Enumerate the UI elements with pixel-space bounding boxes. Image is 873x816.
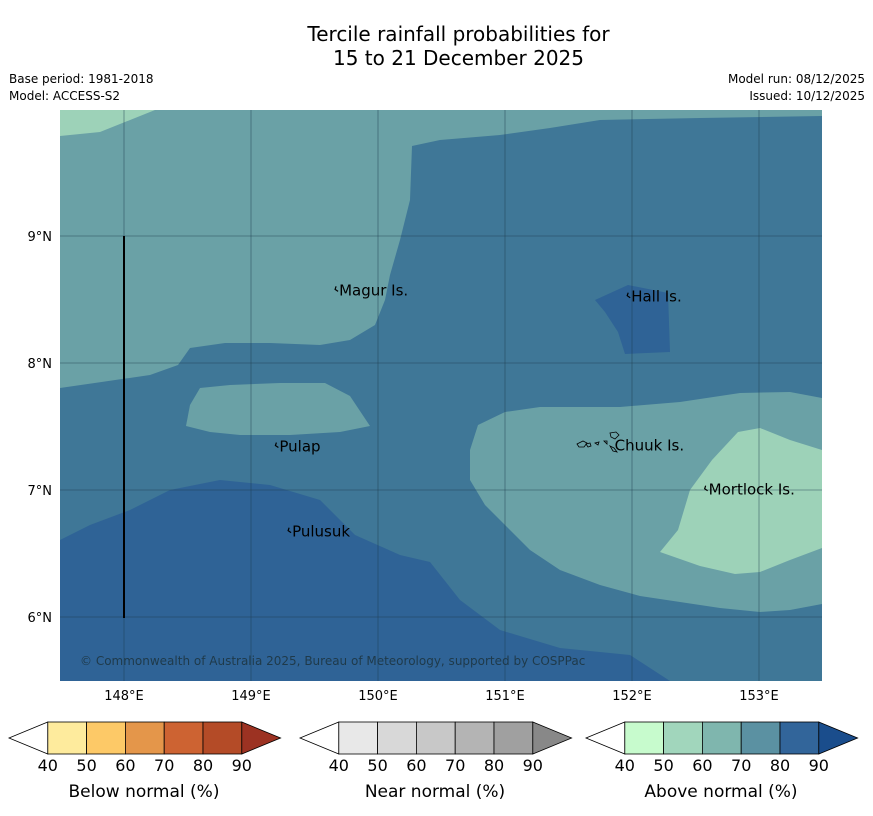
island-marker bbox=[334, 286, 339, 292]
colorbar-tick-label: 40 bbox=[615, 756, 635, 775]
region-70-80-northwest bbox=[60, 110, 822, 388]
colorbar-segment bbox=[663, 721, 703, 755]
colorbar-extension-high bbox=[241, 721, 282, 755]
colorbar-tick-label: 90 bbox=[809, 756, 829, 775]
map-plot-area: Magur Is. Hall Is. Pulap Chuuk Is. Mortlock … bbox=[60, 110, 822, 681]
colorbar-tick-label: 60 bbox=[692, 756, 712, 775]
region-50-60-mortlock bbox=[660, 428, 822, 574]
colorbar-segment bbox=[702, 721, 742, 755]
island-marker bbox=[703, 485, 708, 492]
place-markers bbox=[274, 286, 708, 534]
chuuk-islands-shape bbox=[576, 431, 620, 453]
model-run: Model run: 08/12/2025 bbox=[727, 72, 865, 86]
colorbar-tick-label: 70 bbox=[731, 756, 751, 775]
colorbar-segment bbox=[493, 721, 534, 755]
colorbar-segment bbox=[779, 721, 820, 755]
island-marker bbox=[274, 442, 279, 449]
lon-tick-label: 148°E bbox=[104, 689, 144, 704]
gridlines bbox=[60, 110, 822, 681]
meta-right: Model run: 08/12/2025 Issued: 10/12/2025 bbox=[728, 71, 865, 105]
place-label: Pulusuk bbox=[292, 523, 350, 541]
colorbar-tick-label: 40 bbox=[329, 756, 349, 775]
colorbar: 40 50 60 70 80 90 Above normal (%) bbox=[584, 721, 859, 802]
colorbar-segment bbox=[163, 721, 204, 755]
latitude-tick-labels: 9°N 8°N 7°N 6°N bbox=[28, 230, 53, 626]
title-line-1: Tercile rainfall probabilities for bbox=[307, 22, 610, 46]
colorbar-tick-label: 50 bbox=[76, 756, 96, 775]
island-marker bbox=[626, 292, 631, 299]
lat-tick-label: 8°N bbox=[28, 357, 53, 372]
longitude-tick-labels: 148°E 149°E 150°E 151°E 152°E 153°E bbox=[104, 689, 779, 704]
colorbar-title: Near normal (%) bbox=[365, 782, 505, 802]
colorbar-segment bbox=[125, 721, 165, 755]
colorbar-segment bbox=[454, 721, 495, 755]
place-labels: Magur Is. Hall Is. Pulap Chuuk Is. Mortlock … bbox=[279, 281, 794, 540]
colorbar: 40 50 60 70 80 90 Near normal (%) bbox=[298, 721, 573, 802]
place-label: Chuuk Is. bbox=[615, 436, 684, 454]
lon-tick-label: 150°E bbox=[358, 689, 398, 704]
region-70-80-pulap bbox=[186, 383, 370, 435]
place-label: Mortlock Is. bbox=[709, 481, 795, 499]
place-label: Magur Is. bbox=[339, 281, 408, 299]
base-period: Base period: 1981-2018 bbox=[9, 72, 154, 86]
lon-tick-label: 152°E bbox=[612, 689, 652, 704]
lat-tick-label: 7°N bbox=[28, 484, 53, 499]
issued-date: Issued: 10/12/2025 bbox=[749, 89, 865, 103]
colorbar-tick-label: 70 bbox=[154, 756, 174, 775]
colorbar-segment bbox=[86, 721, 126, 755]
colorbars: 40 50 60 70 80 90 Below normal (%) 40 50 60 70 80 90… bbox=[7, 721, 859, 802]
colorbar-extension-low bbox=[584, 721, 626, 755]
lon-tick-label: 151°E bbox=[485, 689, 525, 704]
region-90-hall bbox=[595, 285, 670, 354]
colorbar-segment bbox=[740, 721, 781, 755]
map-title: Tercile rainfall probabilities for 15 to… bbox=[0, 22, 873, 70]
colorbar-tick-label: 80 bbox=[770, 756, 790, 775]
colorbar-tick-label: 50 bbox=[367, 756, 387, 775]
lat-tick-label: 9°N bbox=[28, 230, 53, 245]
colorbar: 40 50 60 70 80 90 Below normal (%) bbox=[7, 721, 282, 802]
colorbar-tick-label: 50 bbox=[653, 756, 673, 775]
lon-tick-label: 149°E bbox=[231, 689, 271, 704]
colorbar-tick-label: 40 bbox=[38, 756, 58, 775]
colorbar-segment bbox=[415, 721, 456, 755]
colorbar-extension-low bbox=[7, 721, 49, 755]
place-label: Pulap bbox=[279, 438, 320, 456]
region-50-60-corner bbox=[60, 110, 155, 136]
colorbar-tick-label: 60 bbox=[406, 756, 426, 775]
colorbar-extension-low bbox=[298, 721, 340, 755]
lon-tick-label: 153°E bbox=[739, 689, 779, 704]
colorbar-title: Above normal (%) bbox=[644, 782, 797, 802]
title-line-2: 15 to 21 December 2025 bbox=[332, 46, 584, 70]
colorbar-extension-high bbox=[532, 721, 573, 755]
colorbar-tick-label: 70 bbox=[445, 756, 465, 775]
place-label: Hall Is. bbox=[631, 288, 682, 306]
colorbar-segment bbox=[202, 721, 243, 755]
region-90-south bbox=[60, 480, 670, 681]
model-name: Model: ACCESS-S2 bbox=[9, 89, 121, 103]
colorbar-tick-label: 90 bbox=[232, 756, 252, 775]
colorbar-tick-label: 60 bbox=[115, 756, 135, 775]
colorbar-title: Below normal (%) bbox=[69, 782, 220, 802]
lat-tick-label: 6°N bbox=[28, 611, 53, 626]
colorbar-tick-label: 80 bbox=[193, 756, 213, 775]
colorbar-segment bbox=[377, 721, 417, 755]
colorbar-segment bbox=[338, 721, 378, 755]
meta-left: Base period: 1981-2018 Model: ACCESS-S2 bbox=[9, 71, 154, 105]
colorbar-tick-label: 80 bbox=[484, 756, 504, 775]
colorbar-extension-high bbox=[818, 721, 859, 755]
colorbar-segment bbox=[47, 721, 87, 755]
copyright-text: © Commonwealth of Australia 2025, Bureau… bbox=[80, 654, 585, 668]
colorbar-segment bbox=[624, 721, 664, 755]
colorbar-tick-label: 90 bbox=[523, 756, 543, 775]
island-marker bbox=[287, 527, 292, 534]
